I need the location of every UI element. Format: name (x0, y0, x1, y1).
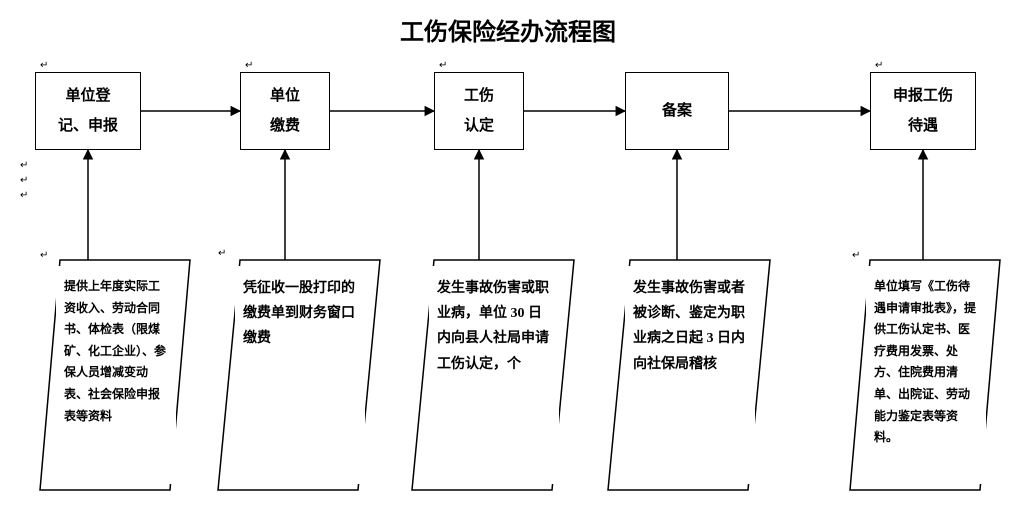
desc-d5: 单位填写《工伤待遇申请审批表》，提供工伤认定书、医疗费用发票、处方、住院费用清单… (866, 266, 986, 484)
para-mark-7: ↵ (40, 250, 48, 261)
desc-d3: 发生事故伤害或职业病，单位 30 日内向县人社局申请工伤认定，个 (429, 266, 559, 484)
para-mark-0: ↵ (40, 60, 48, 71)
para-mark-5: ↵ (20, 175, 28, 186)
step-s3: 工伤 认定 (434, 72, 524, 150)
para-mark-4: ↵ (20, 160, 28, 171)
para-mark-3: ↵ (875, 60, 883, 71)
step-s4: 备案 (625, 72, 729, 150)
desc-d2: 凭征收一股打印的缴费单到财务窗口缴费 (235, 266, 365, 484)
para-mark-9: ↵ (218, 248, 226, 259)
desc-d4: 发生事故伤害或者被诊断、鉴定为职业病之日起 3 日内向社保局稽核 (625, 266, 755, 484)
para-mark-8: ↵ (852, 250, 860, 261)
step-s2: 单位 缴费 (240, 72, 330, 150)
para-mark-2: ↵ (439, 60, 447, 71)
step-s5: 申报工伤 待遇 (870, 72, 976, 150)
para-mark-1: ↵ (245, 60, 253, 71)
step-s1: 单位登 记、申报 (35, 72, 141, 150)
desc-d1: 提供上年度实际工资收入、劳动合同书、体检表（限煤矿、化工企业）、参保人员增减变动… (56, 266, 176, 484)
para-mark-6: ↵ (20, 190, 28, 201)
page-title: 工伤保险经办流程图 (0, 12, 1016, 47)
